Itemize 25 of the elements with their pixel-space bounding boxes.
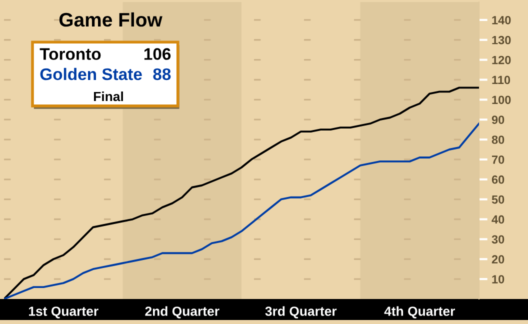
annotation: Final	[94, 91, 123, 102]
y-tick-label: 100	[492, 96, 511, 104]
text: Toronto	[40, 48, 101, 60]
text: 2nd Quarter	[145, 306, 220, 318]
y-tick-label: 20	[492, 255, 504, 264]
text: 1st Quarter	[29, 306, 98, 318]
y-tick-label: 50	[492, 195, 504, 204]
annotation: 106	[144, 48, 171, 60]
y-tick-label: 70	[492, 156, 504, 164]
text: Golden State	[40, 68, 142, 80]
y-tick-label: 60	[492, 175, 504, 184]
y-tick-label: 90	[492, 116, 504, 124]
y-tick-label: 140	[492, 16, 511, 24]
y-tick-label: 110	[492, 76, 510, 84]
y-tick-label: 40	[492, 215, 504, 224]
chart-title: Game Flow	[59, 12, 162, 27]
y-tick-label: 30	[492, 235, 504, 244]
y-tick-label: 80	[492, 136, 504, 144]
y-tick-label: 130	[492, 36, 511, 44]
text: 3rd Quarter	[265, 306, 337, 318]
annotation: 88	[153, 68, 171, 80]
y-tick-label: 120	[492, 56, 511, 64]
y-tick-label: 10	[492, 275, 504, 284]
text: 4th Quarter	[384, 306, 455, 318]
line-series	[4, 122, 479, 299]
